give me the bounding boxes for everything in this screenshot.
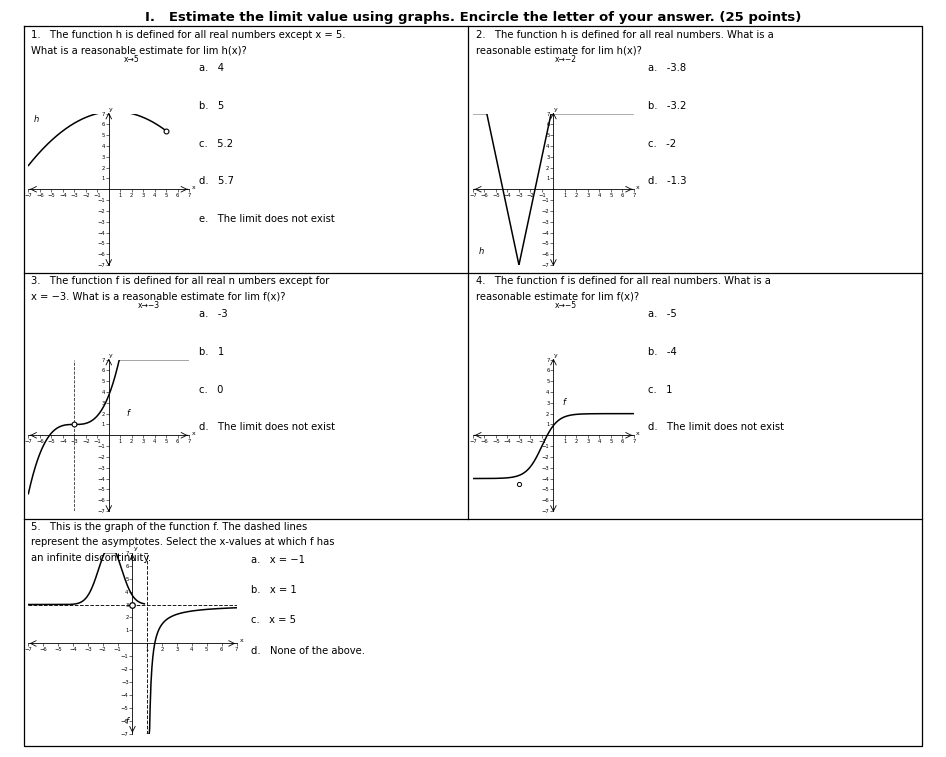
Text: x: x — [191, 431, 195, 435]
Text: b.   -3.2: b. -3.2 — [648, 101, 687, 111]
Text: d.   -1.3: d. -1.3 — [648, 176, 687, 186]
Text: f: f — [125, 717, 128, 726]
Text: x: x — [239, 638, 243, 643]
Text: x = −3. What is a reasonable estimate for lim f(x)?: x = −3. What is a reasonable estimate fo… — [31, 291, 286, 301]
Text: c.   1: c. 1 — [648, 385, 673, 394]
Text: y: y — [109, 107, 113, 113]
Text: a.   -3.8: a. -3.8 — [648, 63, 686, 73]
Text: y: y — [133, 547, 137, 551]
Text: x→−2: x→−2 — [554, 55, 576, 64]
Text: b.   5: b. 5 — [199, 101, 224, 111]
Text: x: x — [636, 431, 639, 435]
Text: b.   -4: b. -4 — [648, 347, 676, 357]
Text: c.   0: c. 0 — [199, 385, 223, 394]
Text: 5.   This is the graph of the function f. The dashed lines: 5. This is the graph of the function f. … — [31, 522, 307, 532]
Text: a.   x = −1: a. x = −1 — [251, 555, 305, 565]
Text: b.   x = 1: b. x = 1 — [251, 585, 296, 595]
Text: d.   The limit does not exist: d. The limit does not exist — [648, 422, 784, 432]
Text: h: h — [34, 115, 40, 124]
Text: reasonable estimate for lim f(x)?: reasonable estimate for lim f(x)? — [476, 291, 639, 301]
Text: y: y — [553, 354, 557, 359]
Text: I.   Estimate the limit value using graphs. Encircle the letter of your answer. : I. Estimate the limit value using graphs… — [145, 11, 801, 24]
Text: c.   x = 5: c. x = 5 — [251, 615, 296, 625]
Text: x→5: x→5 — [124, 55, 140, 64]
Text: What is a reasonable estimate for lim h(x)?: What is a reasonable estimate for lim h(… — [31, 45, 247, 55]
Text: f: f — [126, 409, 129, 418]
Text: d.   The limit does not exist: d. The limit does not exist — [199, 422, 335, 432]
Text: x→−5: x→−5 — [554, 301, 576, 310]
Text: 1.   The function h is defined for all real numbers except x = 5.: 1. The function h is defined for all rea… — [31, 30, 345, 40]
Text: f: f — [563, 398, 566, 407]
Text: e.   The limit does not exist: e. The limit does not exist — [199, 214, 334, 224]
Text: represent the asymptotes. Select the x-values at which f has: represent the asymptotes. Select the x-v… — [31, 537, 335, 547]
Text: x→−3: x→−3 — [138, 301, 160, 310]
Text: a.   -3: a. -3 — [199, 309, 227, 319]
Text: an infinite discontinuity.: an infinite discontinuity. — [31, 553, 151, 562]
Text: d.   5.7: d. 5.7 — [199, 176, 234, 186]
Text: 4.   The function f is defined for all real numbers. What is a: 4. The function f is defined for all rea… — [476, 276, 771, 286]
Text: 3.   The function f is defined for all real n umbers except for: 3. The function f is defined for all rea… — [31, 276, 329, 286]
Text: b.   1: b. 1 — [199, 347, 224, 357]
Text: c.   5.2: c. 5.2 — [199, 139, 233, 148]
Text: c.   -2: c. -2 — [648, 139, 676, 148]
Text: x: x — [636, 185, 639, 189]
Text: y: y — [109, 354, 113, 359]
Text: reasonable estimate for lim h(x)?: reasonable estimate for lim h(x)? — [476, 45, 641, 55]
Text: 2.   The function h is defined for all real numbers. What is a: 2. The function h is defined for all rea… — [476, 30, 774, 40]
Text: x: x — [191, 185, 195, 189]
Text: y: y — [553, 107, 557, 113]
Text: a.   4: a. 4 — [199, 63, 223, 73]
Text: h: h — [479, 247, 484, 256]
Text: a.   -5: a. -5 — [648, 309, 676, 319]
Text: d.   None of the above.: d. None of the above. — [251, 646, 365, 656]
